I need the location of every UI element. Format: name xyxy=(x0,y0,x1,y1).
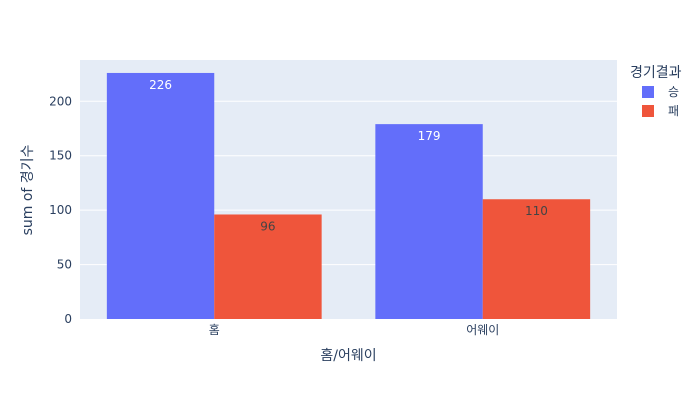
x-axis-title: 홈/어웨이 xyxy=(320,348,376,364)
y-tick-label: 0 xyxy=(64,312,72,326)
y-tick-label: 150 xyxy=(49,149,72,163)
legend-label[interactable]: 승 xyxy=(668,85,679,99)
y-axis-title: sum of 경기수 xyxy=(20,144,36,235)
legend-label[interactable]: 패 xyxy=(668,104,679,118)
bar-value-label: 226 xyxy=(149,78,172,92)
legend-items: 승패 xyxy=(642,85,679,118)
bar-1-0 xyxy=(214,214,322,319)
legend-swatch[interactable] xyxy=(642,105,654,117)
y-tick-label: 100 xyxy=(49,203,72,217)
bar-value-label: 96 xyxy=(260,219,275,233)
y-tick-label: 50 xyxy=(57,258,72,272)
bar-1-1 xyxy=(482,199,591,319)
legend-swatch[interactable] xyxy=(642,86,654,98)
bars: 226 96 179 110 xyxy=(106,72,591,320)
y-tick-label: 200 xyxy=(49,94,72,108)
bar-0-0 xyxy=(106,72,215,319)
y-axis-ticks: 0 50 100 150 200 xyxy=(49,94,72,326)
x-tick-label: 어웨이 xyxy=(466,323,499,337)
x-axis-ticks: 홈 어웨이 xyxy=(209,323,500,337)
bar-value-label: 110 xyxy=(525,204,548,218)
bar-0-1 xyxy=(375,124,483,320)
x-tick-label: 홈 xyxy=(209,323,220,337)
legend-title: 경기결과 xyxy=(630,65,682,81)
legend: 경기결과 승패 xyxy=(630,65,682,118)
bar-value-label: 179 xyxy=(418,129,441,143)
